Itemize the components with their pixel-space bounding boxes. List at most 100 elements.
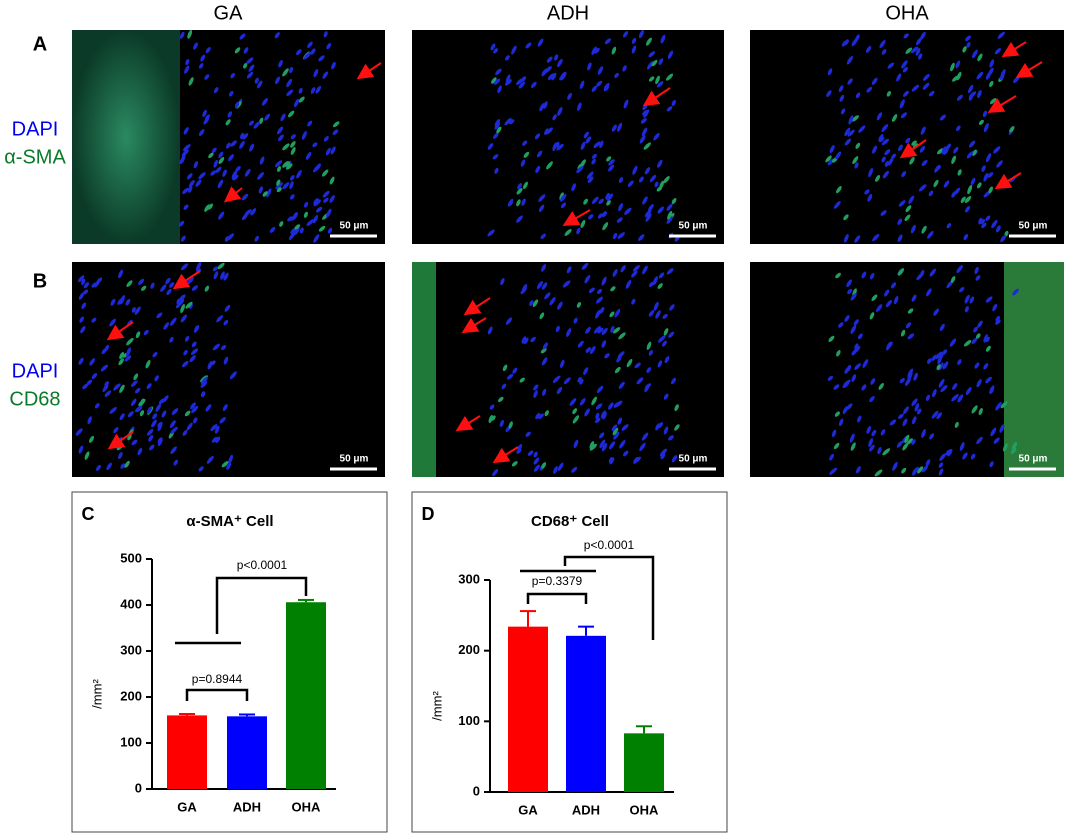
nucleus [223,319,229,326]
nucleus [146,428,154,436]
nucleus [217,179,224,189]
nucleus [169,420,176,429]
nucleus [836,350,841,357]
nucleus [985,336,990,343]
nucleus [220,344,227,351]
nucleus [235,165,241,172]
nucleus [886,341,893,349]
nucleus [218,157,225,164]
nucleus [983,122,989,133]
nucleus [179,294,186,301]
nucleus [881,138,889,146]
nucleus [911,84,920,92]
nucleus [956,125,961,132]
nucleus [523,181,528,190]
nucleus [537,38,544,47]
nucleus [641,127,648,137]
nucleus [232,174,239,181]
nucleus [487,229,495,237]
nucleus [215,166,222,173]
nucleus [322,71,329,79]
nucleus [239,140,245,149]
nucleus [170,446,177,455]
nucleus [193,42,198,50]
nucleus [228,90,234,97]
nucleus [315,206,323,213]
nucleus [248,64,255,72]
nucleus [907,333,915,340]
nucleus [916,37,922,46]
nucleus [884,149,891,156]
nucleus [992,303,998,312]
nucleus [622,31,629,38]
nucleus [573,317,578,324]
nucleus [89,358,96,366]
nucleus [541,264,547,272]
nucleus [492,132,499,139]
nucleus [557,58,563,68]
nucleus [921,159,928,167]
nucleus [325,147,331,156]
nucleus [179,31,185,39]
nucleus [908,195,915,205]
nucleus [278,60,283,68]
p-value: p<0.0001 [237,558,288,572]
nucleus [918,53,923,60]
nucleus [865,45,872,53]
nucleus [135,387,141,394]
nucleus [331,61,336,70]
nucleus [869,395,875,403]
nucleus [276,179,281,186]
nucleus [329,176,335,185]
nucleus [642,196,648,205]
nucleus [613,431,620,440]
nucleus [539,103,545,112]
nucleus [614,72,619,78]
nucleus [833,384,840,390]
nucleus [113,427,119,434]
nucleus [169,317,177,326]
nucleus [939,352,944,360]
nucleus [170,426,178,434]
nucleus [110,298,116,306]
nucleus [493,48,498,54]
nucleus [508,421,513,429]
nucleus [618,381,625,389]
nucleus [113,383,121,391]
nucleus [828,335,835,342]
nucleus [933,308,939,316]
nucleus [87,416,92,425]
nucleus [951,155,957,165]
nucleus [971,337,978,344]
nucleus [645,213,652,222]
nucleus [91,317,97,323]
nucleus [530,336,536,343]
nucleus [964,306,969,313]
nucleus [589,443,597,451]
nucleus [156,312,163,319]
nucleus [833,200,841,209]
nucleus [131,380,138,387]
nucleus [949,338,957,347]
nucleus [891,114,898,122]
nucleus [191,285,198,291]
x-tick-label: GA [518,802,538,817]
nucleus [518,81,526,89]
nucleus [834,411,840,417]
nucleus [490,415,496,421]
nucleus [844,366,850,374]
chart-title: CD68⁺ Cell [531,513,609,530]
nucleus [583,131,589,139]
nucleus [601,211,608,217]
nucleus [137,447,143,456]
nucleus [651,59,658,67]
nucleus [852,156,859,165]
nucleus [148,434,154,442]
nucleus [211,436,218,443]
nucleus [130,398,137,407]
nucleus [276,187,282,193]
nucleus [560,359,565,368]
nucleus [667,50,674,59]
